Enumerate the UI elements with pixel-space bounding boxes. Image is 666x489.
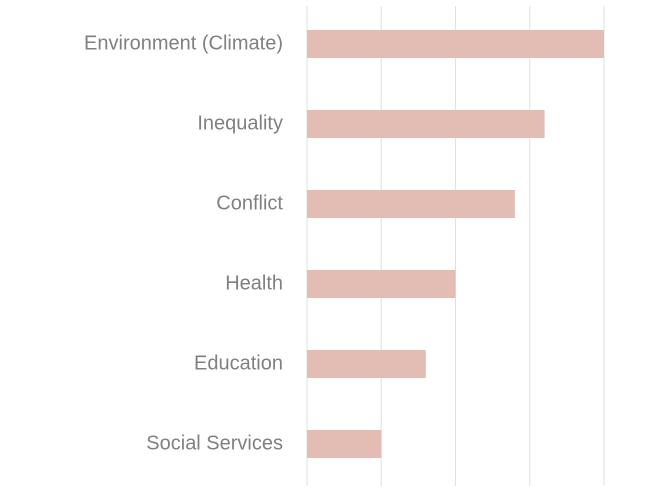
y-tick-label: Social Services [146, 432, 283, 454]
bar [307, 30, 604, 58]
y-tick-label: Environment (Climate) [84, 32, 283, 54]
bar [307, 430, 382, 458]
y-tick-label: Inequality [197, 112, 283, 134]
bar [307, 110, 545, 138]
bar [307, 190, 515, 218]
y-tick-label: Education [194, 352, 283, 374]
y-tick-label: Health [225, 272, 283, 294]
bar [307, 350, 426, 378]
bar [307, 270, 456, 298]
y-tick-label: Conflict [216, 192, 283, 214]
